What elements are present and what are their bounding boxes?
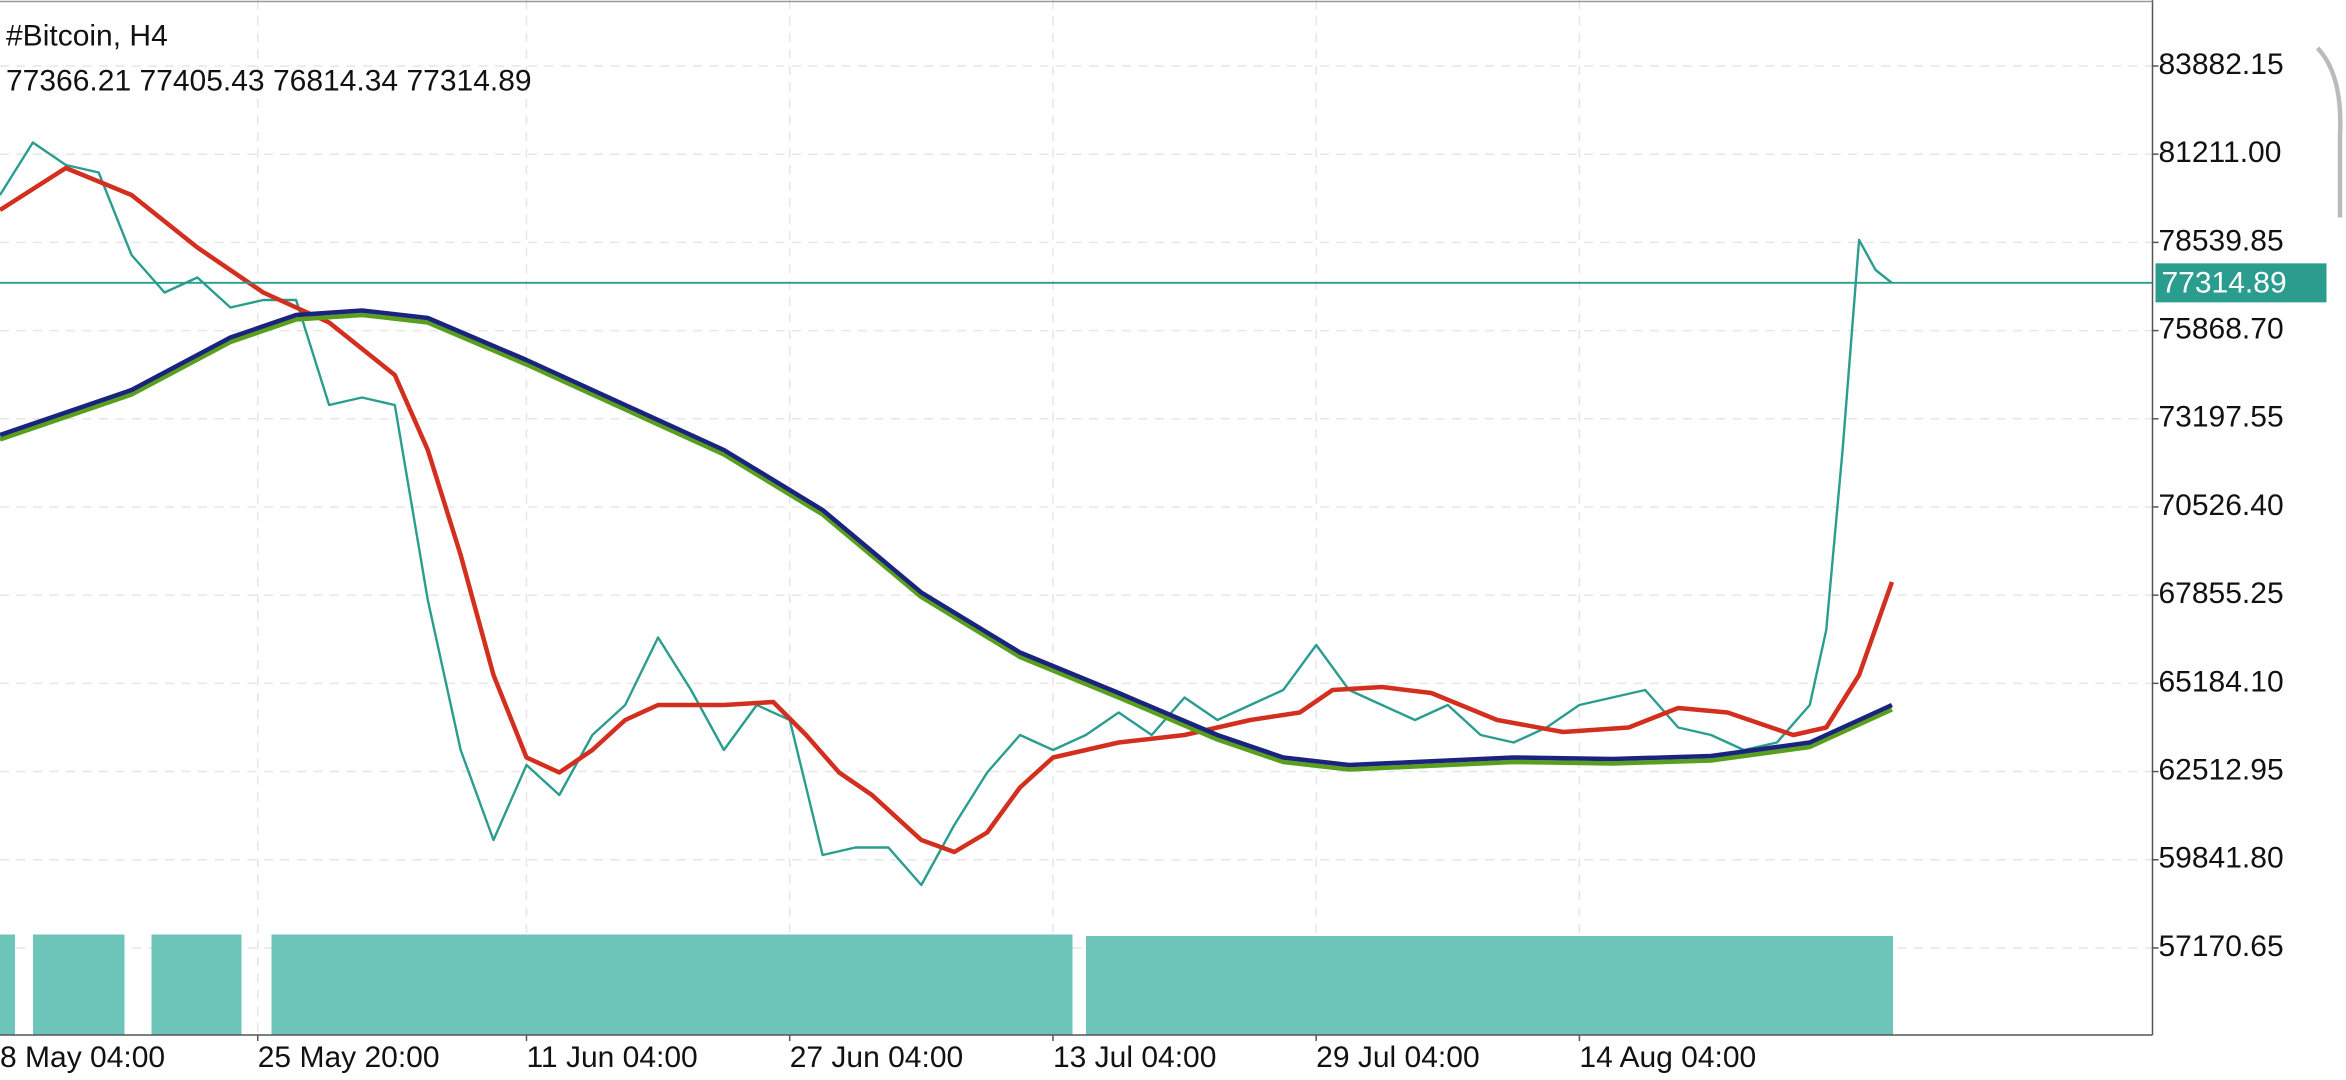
y-tick-label: 75868.70: [2159, 313, 2284, 346]
moving-average: [0, 308, 1893, 768]
x-tick-label: 11 Jun 04:00: [526, 1041, 697, 1074]
y-tick-label: 62512.95: [2159, 753, 2284, 786]
x-tick-label: 27 Jun 04:00: [790, 1041, 963, 1074]
high: 77405.43: [139, 64, 264, 97]
volume-block: [0, 934, 15, 1035]
last-price-label: 77314.89: [2162, 266, 2287, 299]
open: 77366.21: [6, 64, 131, 97]
y-tick-label: 70526.40: [2159, 489, 2284, 522]
y-tick-label: 83882.15: [2159, 48, 2284, 81]
ohlc: 77366.21 77405.43 76814.34 77314.89: [6, 64, 532, 97]
plot: [0, 141, 2153, 887]
volume-block: [151, 934, 242, 1035]
volume-block: [1086, 936, 1893, 1035]
low: 76814.34: [273, 64, 398, 97]
scroll-handle: [2315, 46, 2343, 218]
x-tick-label: 8 May 04:00: [0, 1041, 165, 1074]
volume-block: [271, 934, 1073, 1035]
x-tick-label: 14 Aug 04:00: [1579, 1041, 1756, 1074]
x-tick-label: 13 Jul 04:00: [1053, 1041, 1216, 1074]
price-line: [0, 141, 1893, 887]
axis-labels: 83882.15 81211.00 78539.85 75868.70 73197.55…: [0, 48, 2327, 1074]
last-price-tag: [2155, 263, 2327, 303]
chart-title: #Bitcoin, H4: [6, 19, 168, 52]
x-tick-label: 25 May 20:00: [258, 1041, 440, 1074]
y-tick-label: 59841.80: [2159, 842, 2284, 875]
volume-block: [33, 934, 125, 1035]
y-tick-label: 67855.25: [2159, 577, 2284, 610]
y-tick-label: 78539.85: [2159, 224, 2284, 257]
volume: [0, 934, 1893, 1035]
moving-average: [0, 312, 1893, 772]
y-tick-label: 65184.10: [2159, 665, 2284, 698]
y-tick-label: 57170.65: [2159, 930, 2284, 963]
y-tick-label: 73197.55: [2159, 401, 2284, 434]
moving-average: [0, 165, 1895, 855]
y-tick-label: 81211.00: [2159, 136, 2282, 169]
grid: [0, 0, 2153, 1035]
x-tick-label: 29 Jul 04:00: [1316, 1041, 1479, 1074]
close: 77314.89: [406, 64, 531, 97]
